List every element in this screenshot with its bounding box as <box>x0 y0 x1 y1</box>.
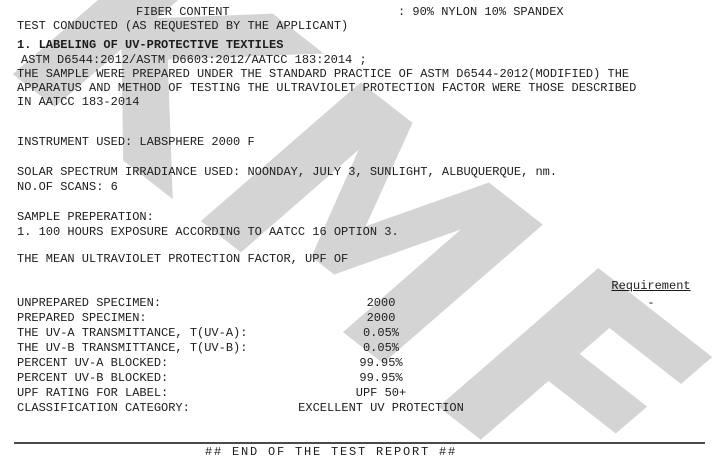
upf-intro-text: THE MEAN ULTRAVIOLET PROTECTION FACTOR, … <box>17 252 349 266</box>
table-row: THE UV-A TRANSMITTANCE, T(UV-A): 0.05% <box>0 326 721 341</box>
row-value: 2000 <box>366 296 396 310</box>
table-row: PERCENT UV-B BLOCKED: 99.95% <box>0 371 721 386</box>
row-label: THE UV-B TRANSMITTANCE, T(UV-B): <box>17 341 248 355</box>
row-value: 99.95% <box>359 356 403 370</box>
test-conducted-text: TEST CONDUCTED (AS REQUESTED BY THE APPL… <box>17 19 349 33</box>
row-label: PREPARED SPECIMEN: <box>17 311 147 325</box>
method-line-3: IN AATCC 183-2014 <box>0 95 721 110</box>
standards-text: ASTM D6544:2012/ASTM D6603:2012/AATCC 18… <box>21 53 367 67</box>
method-text-3: IN AATCC 183-2014 <box>17 95 140 109</box>
test-conducted-line: TEST CONDUCTED (AS REQUESTED BY THE APPL… <box>0 19 721 34</box>
solar-text: SOLAR SPECTRUM IRRADIANCE USED: NOONDAY,… <box>17 165 558 179</box>
row-value: UPF 50+ <box>355 386 407 400</box>
scans-line: NO.OF SCANS: 6 <box>0 180 721 195</box>
solar-line: SOLAR SPECTRUM IRRADIANCE USED: NOONDAY,… <box>0 165 721 180</box>
row-value: EXCELLENT UV PROTECTION <box>298 401 464 415</box>
row-value: 0.05% <box>362 341 399 355</box>
end-of-report-line: ## END OF THE TEST REPORT ## <box>0 445 721 459</box>
fiber-content-value: : 90% NYLON 10% SPANDEX <box>398 5 564 19</box>
method-line-1: THE SAMPLE WERE PREPARED UNDER THE STAND… <box>0 67 721 82</box>
table-row: UNPREPARED SPECIMEN: 2000 - <box>0 296 721 311</box>
table-row: CLASSIFICATION CATEGORY: EXCELLENT UV PR… <box>0 401 721 416</box>
requirement-header: Requirement <box>611 279 691 293</box>
row-value: 2000 <box>366 311 396 325</box>
scans-text: NO.OF SCANS: 6 <box>17 180 118 194</box>
sample-prep-item-line: 1. 100 HOURS EXPOSURE ACCORDING TO AATCC… <box>0 225 721 240</box>
sample-prep-title: SAMPLE PREPERATION: <box>17 210 154 224</box>
requirement-header-line: Requirement <box>0 279 721 294</box>
fiber-content-line: FIBER CONTENT : 90% NYLON 10% SPANDEX <box>0 5 721 20</box>
row-label: THE UV-A TRANSMITTANCE, T(UV-A): <box>17 326 248 340</box>
upf-intro-line: THE MEAN ULTRAVIOLET PROTECTION FACTOR, … <box>0 252 721 267</box>
table-row: THE UV-B TRANSMITTANCE, T(UV-B): 0.05% <box>0 341 721 356</box>
sample-prep-item: 1. 100 HOURS EXPOSURE ACCORDING TO AATCC… <box>17 225 399 239</box>
row-label: UNPREPARED SPECIMEN: <box>17 296 162 310</box>
table-row: PREPARED SPECIMEN: 2000 <box>0 311 721 326</box>
section-title-line: 1. LABELING OF UV-PROTECTIVE TEXTILES <box>0 38 721 53</box>
standards-line: ASTM D6544:2012/ASTM D6603:2012/AATCC 18… <box>0 53 721 68</box>
instrument-text: INSTRUMENT USED: LABSPHERE 2000 F <box>17 135 255 149</box>
row-label: UPF RATING FOR LABEL: <box>17 386 169 400</box>
row-value: 0.05% <box>362 326 399 340</box>
row-label: PERCENT UV-A BLOCKED: <box>17 356 169 370</box>
method-text-2: APPARATUS AND METHOD OF TESTING THE ULTR… <box>17 81 637 95</box>
method-line-2: APPARATUS AND METHOD OF TESTING THE ULTR… <box>0 81 721 96</box>
sample-prep-title-line: SAMPLE PREPERATION: <box>0 210 721 225</box>
horizontal-rule <box>14 442 705 444</box>
section-title: 1. LABELING OF UV-PROTECTIVE TEXTILES <box>17 38 284 52</box>
row-value: 99.95% <box>359 371 403 385</box>
row-label: CLASSIFICATION CATEGORY: <box>17 401 190 415</box>
fiber-content-label: FIBER CONTENT <box>136 5 230 19</box>
method-text-1: THE SAMPLE WERE PREPARED UNDER THE STAND… <box>17 67 630 81</box>
end-of-report-text: ## END OF THE TEST REPORT ## <box>205 445 458 459</box>
table-row: UPF RATING FOR LABEL: UPF 50+ <box>0 386 721 401</box>
row-requirement: - <box>647 296 655 310</box>
table-row: PERCENT UV-A BLOCKED: 99.95% <box>0 356 721 371</box>
row-label: PERCENT UV-B BLOCKED: <box>17 371 169 385</box>
instrument-line: INSTRUMENT USED: LABSPHERE 2000 F <box>0 135 721 150</box>
